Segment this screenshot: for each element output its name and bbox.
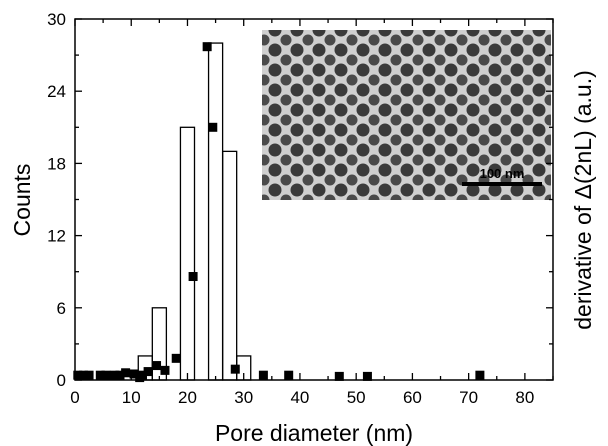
scale-bar	[462, 182, 542, 186]
sem-inset: 100 nm	[262, 30, 551, 200]
scatter-point	[137, 370, 147, 380]
scatter-point	[171, 353, 181, 363]
scatter-point	[101, 370, 111, 380]
x-tick-label: 10	[122, 388, 141, 407]
scale-bar-label: 100 nm	[480, 166, 525, 181]
y-axis-title: Counts	[9, 164, 35, 237]
x-tick-label: 60	[403, 388, 422, 407]
scatter-point	[73, 370, 83, 380]
scatter-point	[202, 42, 212, 52]
scatter-point	[78, 370, 88, 380]
x-tick-label: 0	[70, 388, 79, 407]
scatter-point	[475, 370, 485, 380]
histogram-bars	[137, 42, 252, 381]
histogram-bar	[207, 42, 224, 381]
scatter-point	[109, 370, 119, 380]
scatter-point	[152, 361, 162, 371]
histogram-bar	[179, 126, 196, 381]
histogram-bar	[221, 150, 238, 381]
scatter-point	[284, 370, 294, 380]
scatter-point	[95, 370, 105, 380]
y-tick-label: 24	[47, 82, 66, 101]
y-tick-label: 18	[47, 154, 66, 173]
x-tick-label: 30	[234, 388, 253, 407]
scatter-point	[121, 368, 131, 378]
y-tick-label: 0	[57, 371, 66, 390]
scatter-point	[160, 365, 170, 375]
x-tick-label: 80	[515, 388, 534, 407]
scatter-point	[258, 370, 268, 380]
x-axis-title: Pore diameter (nm)	[215, 420, 413, 446]
y-tick-label: 30	[47, 10, 66, 29]
scatter-point	[188, 272, 198, 282]
x-tick-label: 50	[347, 388, 366, 407]
scatter-point	[129, 369, 139, 379]
x-tick-label: 70	[459, 388, 478, 407]
y-tick-labels: 0 6 12 18 24 30	[47, 10, 66, 390]
x-tick-label: 20	[178, 388, 197, 407]
y-tick-label: 6	[57, 299, 66, 318]
scatter-point	[334, 371, 344, 381]
axis-ticks	[74, 18, 554, 381]
scatter-point	[143, 367, 153, 377]
sem-image	[262, 30, 551, 200]
scatter-points	[73, 42, 485, 383]
x-tick-label: 40	[290, 388, 309, 407]
scatter-point	[230, 364, 240, 374]
x-tick-labels: 0 10 20 30 40 50 60 70 80	[70, 388, 534, 407]
y-tick-label: 12	[47, 227, 66, 246]
right-axis-title: derivative of Δ(2nL) (a.u.)	[570, 70, 596, 330]
scatter-point	[115, 370, 125, 380]
scatter-point	[84, 370, 94, 380]
scatter-point	[362, 371, 372, 381]
scatter-point	[208, 122, 218, 132]
